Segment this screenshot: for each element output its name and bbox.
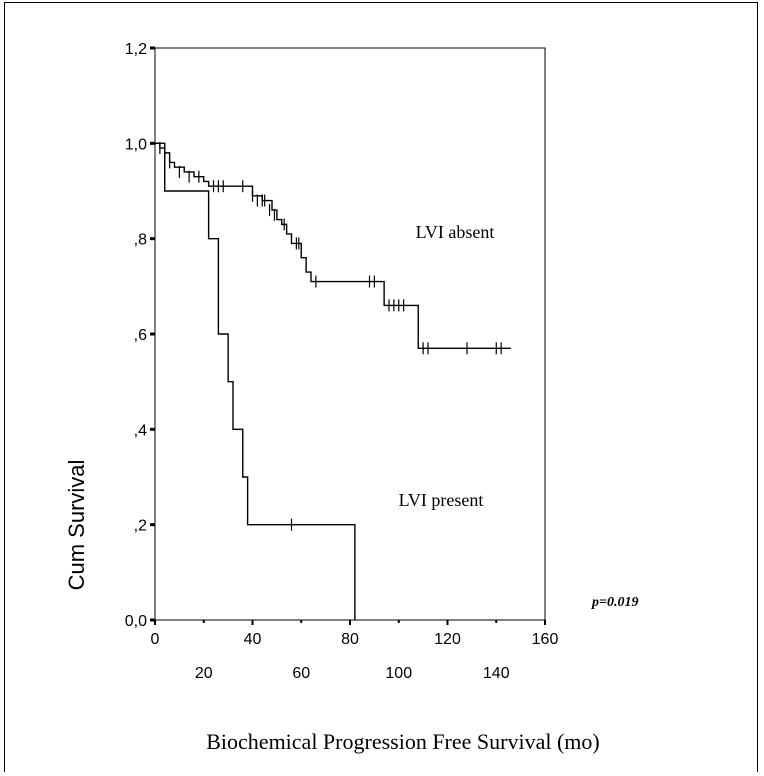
chart-frame xyxy=(4,2,758,772)
x-tick-label: 100 xyxy=(385,665,412,682)
series-label-lvi-present: LVI present xyxy=(399,490,484,510)
y-tick-label: 1,2 xyxy=(125,41,147,58)
x-tick-label: 140 xyxy=(483,665,510,682)
x-tick-label: 120 xyxy=(434,631,461,648)
x-axis-label: Biochemical Progression Free Survival (m… xyxy=(206,729,599,754)
series-line-lvi-absent xyxy=(155,142,511,349)
y-axis-label: Cum Survival xyxy=(64,460,89,591)
p-value-annotation: p=0.019 xyxy=(591,595,638,610)
y-tick-label: ,8 xyxy=(134,232,147,249)
y-tick-label: ,2 xyxy=(134,518,147,535)
y-tick-label: ,4 xyxy=(134,422,147,439)
x-tick-label: 160 xyxy=(532,631,559,648)
series-line-lvi-present xyxy=(155,142,356,620)
x-tick-label: 40 xyxy=(244,631,262,648)
series-label-lvi-absent: LVI absent xyxy=(416,222,495,242)
x-tick-label: 60 xyxy=(292,665,310,682)
x-tick-label: 20 xyxy=(195,665,213,682)
x-tick-label: 80 xyxy=(341,631,359,648)
plot-area-border xyxy=(154,47,546,621)
y-tick-label: 0,0 xyxy=(125,613,147,630)
y-tick-label: 1,0 xyxy=(125,136,147,153)
y-tick-label: ,6 xyxy=(134,327,147,344)
x-tick-label: 0 xyxy=(151,631,160,648)
